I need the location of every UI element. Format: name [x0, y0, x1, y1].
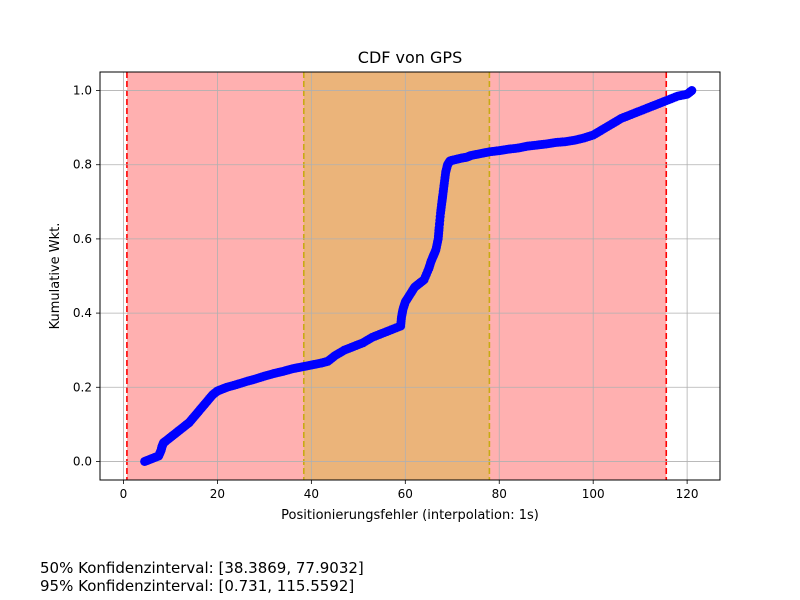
axis-ticks: 0 20 40 60 80 100 120 0.0 0.2 0.4 0.6 0.8 1.0: [73, 84, 699, 501]
x-tick-label: 20: [210, 487, 225, 501]
chart-title: CDF von GPS: [358, 48, 462, 67]
y-tick-label: 0.0: [73, 454, 92, 468]
grid-lines: [100, 72, 720, 480]
data-markers: [140, 86, 697, 466]
data-point: [687, 86, 697, 96]
x-tick-label: 80: [492, 487, 507, 501]
confidence-50-label: 50% Konfidenzinterval: [38.3869, 77.9032…: [40, 559, 364, 577]
y-tick-label: 1.0: [73, 84, 92, 98]
confidence-95-label: 95% Konfidenzinterval: [0.731, 115.5592]: [40, 577, 355, 595]
y-tick-label: 0.6: [73, 232, 92, 246]
x-tick-label: 60: [398, 487, 413, 501]
x-tick-label: 120: [676, 487, 699, 501]
x-tick-label: 100: [582, 487, 605, 501]
plot-frame: [99, 71, 721, 481]
x-tick-label: 0: [120, 487, 128, 501]
y-tick-label: 0.2: [73, 380, 92, 394]
y-tick-label: 0.8: [73, 158, 92, 172]
x-axis-label: Positionierungsfehler (interpolation: 1s…: [281, 508, 539, 523]
y-tick-label: 0.4: [73, 306, 92, 320]
band-area-1: [303, 72, 490, 480]
y-axis-label: Kumulative Wkt.: [48, 223, 63, 330]
x-tick-label: 40: [304, 487, 319, 501]
